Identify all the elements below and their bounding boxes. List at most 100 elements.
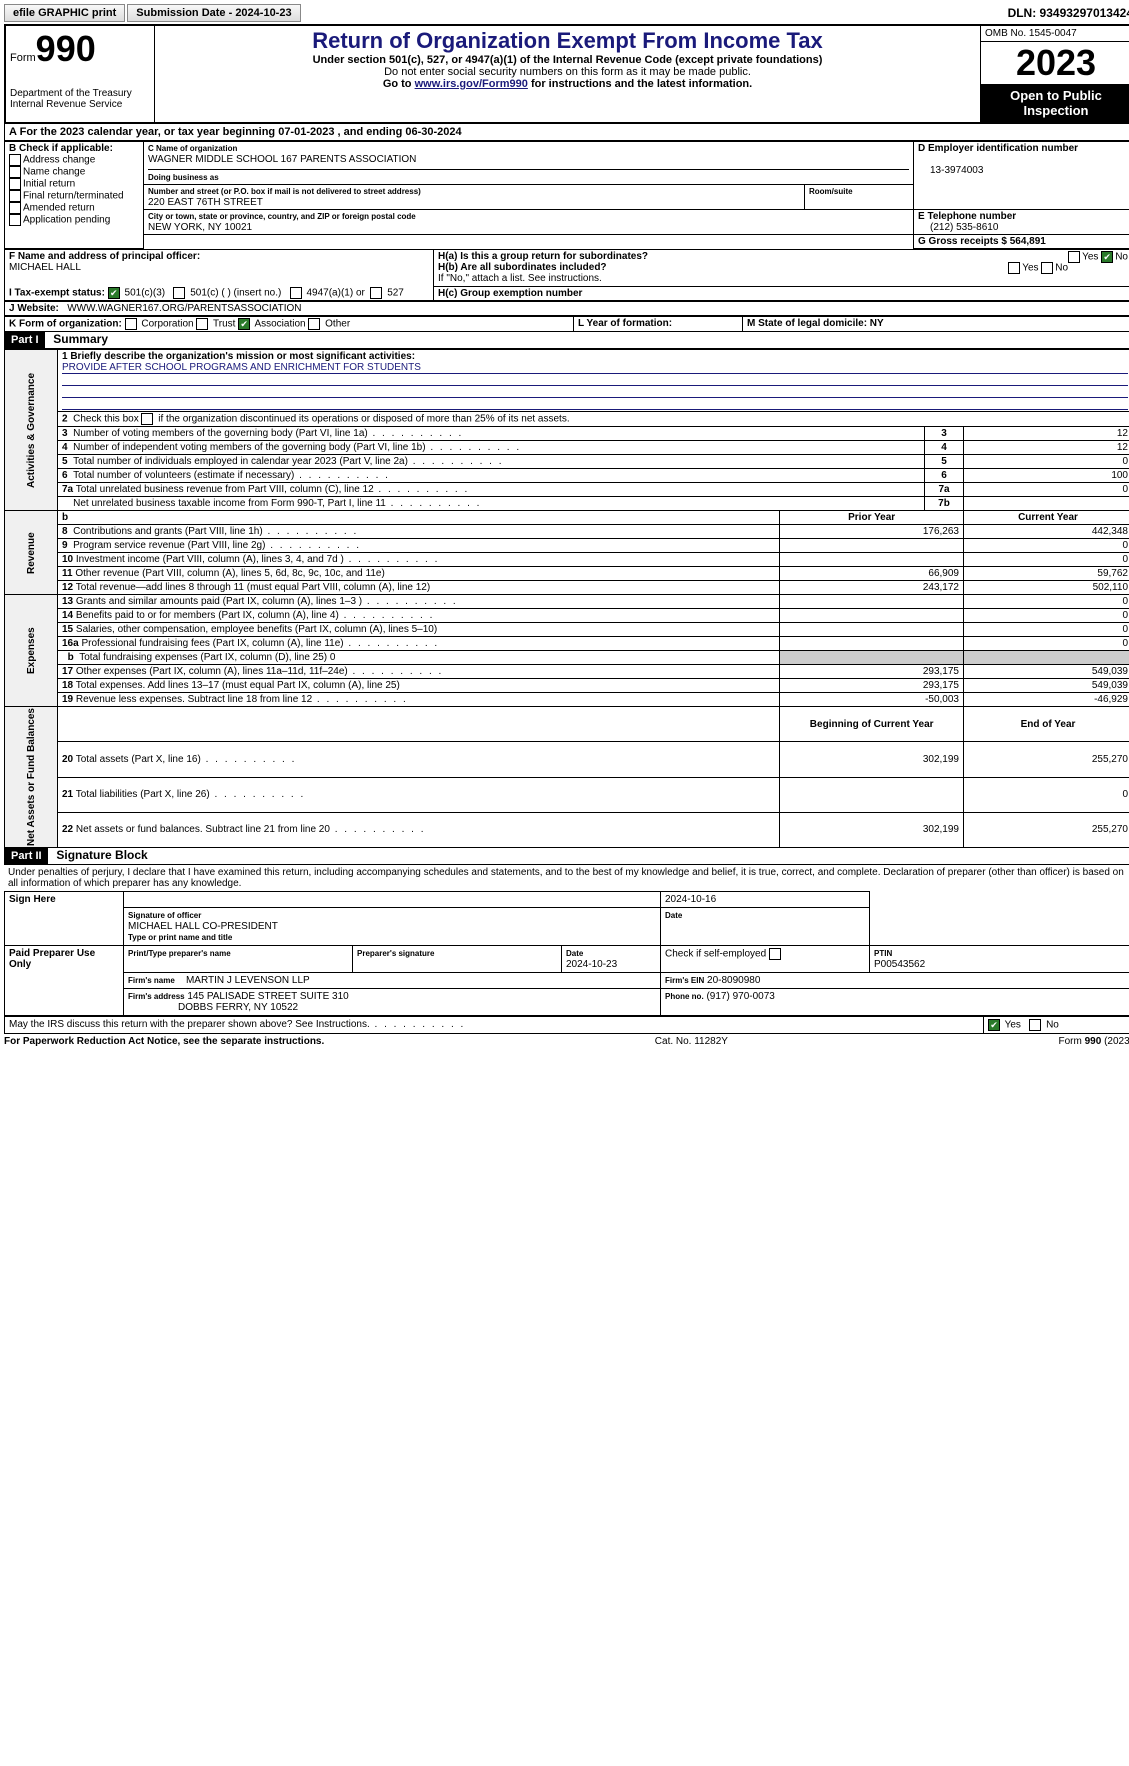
part2-title: Signature Block — [50, 848, 147, 862]
firm-phone-label: Phone no. — [665, 992, 704, 1001]
box-f-label: F Name and address of principal officer: — [9, 251, 200, 262]
checkbox-discuss-yes[interactable] — [988, 1019, 1000, 1031]
firm-ein-label: Firm's EIN — [665, 976, 704, 985]
opt-other: Other — [325, 319, 350, 330]
checkbox-discuss-no[interactable] — [1029, 1019, 1041, 1031]
opt-amended: Amended return — [23, 203, 95, 214]
prep-date: 2024-10-23 — [566, 959, 617, 970]
checkbox-4947[interactable] — [290, 287, 302, 299]
irs-link[interactable]: www.irs.gov/Form990 — [415, 78, 528, 90]
checkbox-501c[interactable] — [173, 287, 185, 299]
discuss-row: May the IRS discuss this return with the… — [4, 1016, 1129, 1034]
street-label: Number and street (or P.O. box if mail i… — [148, 187, 421, 196]
box-b-label: B Check if applicable: — [9, 143, 113, 154]
city-value: NEW YORK, NY 10021 — [148, 222, 252, 233]
summary-table: Activities & Governance 1 Briefly descri… — [4, 349, 1129, 848]
sig-officer-name: MICHAEL HALL CO-PRESIDENT — [128, 921, 278, 932]
line1-label: 1 Briefly describe the organization's mi… — [62, 351, 415, 362]
vlabel-governance: Activities & Governance — [5, 350, 58, 511]
checkbox-initial-return[interactable] — [9, 178, 21, 190]
box-k-label: K Form of organization: — [9, 319, 122, 330]
checkbox-trust[interactable] — [196, 318, 208, 330]
firm-name-label: Firm's name — [128, 976, 175, 985]
sig-type-label: Type or print name and title — [128, 933, 232, 942]
discuss-no: No — [1046, 1020, 1059, 1031]
sig-officer-label: Signature of officer — [128, 911, 201, 920]
checkbox-ha-yes[interactable] — [1068, 251, 1080, 263]
table-row: 8 Contributions and grants (Part VIII, l… — [5, 525, 1129, 539]
table-row: b Total fundraising expenses (Part IX, c… — [5, 651, 1129, 665]
jklm-grid: J Website: WWW.WAGNER167.ORG/PARENTSASSO… — [4, 301, 1129, 316]
footer-right: Form 990 (2023) — [1059, 1036, 1129, 1047]
sub3-post: for instructions and the latest informat… — [528, 78, 752, 90]
firm-ein: 20-8090980 — [707, 975, 760, 986]
checkbox-name-change[interactable] — [9, 166, 21, 178]
table-row: 3 Number of voting members of the govern… — [5, 427, 1129, 441]
dba-label: Doing business as — [148, 173, 219, 182]
checkbox-hb-yes[interactable] — [1008, 262, 1020, 274]
table-row: 18 Total expenses. Add lines 13–17 (must… — [5, 679, 1129, 693]
footer: For Paperwork Reduction Act Notice, see … — [4, 1036, 1129, 1047]
klm-row: K Form of organization: Corporation Trus… — [4, 316, 1129, 332]
table-row: 19 Revenue less expenses. Subtract line … — [5, 693, 1129, 707]
vlabel-expenses: Expenses — [5, 595, 58, 707]
main-info-grid: B Check if applicable: Address change Na… — [4, 141, 1129, 249]
part1-header: Part I — [5, 332, 45, 348]
table-row: 15 Salaries, other compensation, employe… — [5, 623, 1129, 637]
hc-label: H(c) Group exemption number — [438, 288, 582, 299]
ha-label: H(a) Is this a group return for subordin… — [438, 251, 648, 262]
form-word: Form — [10, 52, 36, 64]
opt-initial-return: Initial return — [23, 179, 75, 190]
tax-year: 2023 — [1016, 42, 1096, 83]
hb-yes: Yes — [1022, 263, 1038, 274]
col-beginning: Beginning of Current Year — [810, 719, 934, 730]
table-row: 11 Other revenue (Part VIII, column (A),… — [5, 567, 1129, 581]
checkbox-hb-no[interactable] — [1041, 262, 1053, 274]
sub3-pre: Go to — [383, 78, 415, 90]
opt-assoc: Association — [254, 319, 305, 330]
checkbox-line2[interactable] — [141, 413, 153, 425]
box-e-label: E Telephone number — [918, 211, 1016, 222]
opt-4947: 4947(a)(1) or — [306, 288, 364, 299]
submission-date-button[interactable]: Submission Date - 2024-10-23 — [127, 4, 300, 22]
checkbox-501c3[interactable] — [108, 287, 120, 299]
period-line: A For the 2023 calendar year, or tax yea… — [4, 124, 1129, 141]
table-row: 12 Total revenue—add lines 8 through 11 … — [5, 581, 1129, 595]
checkbox-corp[interactable] — [125, 318, 137, 330]
table-row: 22 Net assets or fund balances. Subtract… — [5, 812, 1129, 847]
open-public-inspection: Open to Public Inspection — [981, 84, 1129, 122]
ptin-label: PTIN — [874, 949, 892, 958]
col-current: Current Year — [1018, 512, 1078, 523]
firm-name: MARTIN J LEVENSON LLP — [186, 975, 310, 986]
checkbox-final-return[interactable] — [9, 190, 21, 202]
table-row: 17 Other expenses (Part IX, column (A), … — [5, 665, 1129, 679]
discuss-yes: Yes — [1005, 1020, 1021, 1031]
table-row: 10 Investment income (Part VIII, column … — [5, 553, 1129, 567]
opt-501c: 501(c) ( ) (insert no.) — [190, 288, 281, 299]
checkbox-app-pending[interactable] — [9, 214, 21, 226]
form-title: Return of Organization Exempt From Incom… — [159, 28, 976, 54]
dept-treasury: Department of the Treasury Internal Reve… — [10, 88, 150, 110]
date-label: Date — [665, 911, 682, 920]
firm-phone: (917) 970-0073 — [706, 991, 774, 1002]
fh-grid: F Name and address of principal officer:… — [4, 249, 1129, 301]
checkbox-amended[interactable] — [9, 202, 21, 214]
checkbox-address-change[interactable] — [9, 154, 21, 166]
checkbox-ha-no[interactable] — [1101, 251, 1113, 263]
firm-addr-label: Firm's address — [128, 992, 185, 1001]
table-row: 21 Total liabilities (Part X, line 26)0 — [5, 777, 1129, 812]
opt-trust: Trust — [213, 319, 235, 330]
table-row: Net unrelated business taxable income fr… — [5, 497, 1129, 511]
checkbox-527[interactable] — [370, 287, 382, 299]
principal-officer: MICHAEL HALL — [9, 262, 81, 273]
mission-text: PROVIDE AFTER SCHOOL PROGRAMS AND ENRICH… — [62, 362, 1128, 374]
efile-print-button[interactable]: efile GRAPHIC print — [4, 4, 125, 22]
checkbox-self-emp[interactable] — [769, 948, 781, 960]
checkbox-assoc[interactable] — [238, 318, 250, 330]
checkbox-other[interactable] — [308, 318, 320, 330]
opt-app-pending: Application pending — [23, 215, 110, 226]
col-end: End of Year — [1021, 719, 1076, 730]
form-number: 990 — [36, 28, 96, 69]
website-value: WWW.WAGNER167.ORG/PARENTSASSOCIATION — [67, 303, 301, 314]
signature-table: Sign Here 2024-10-16 Signature of office… — [4, 891, 1129, 1016]
